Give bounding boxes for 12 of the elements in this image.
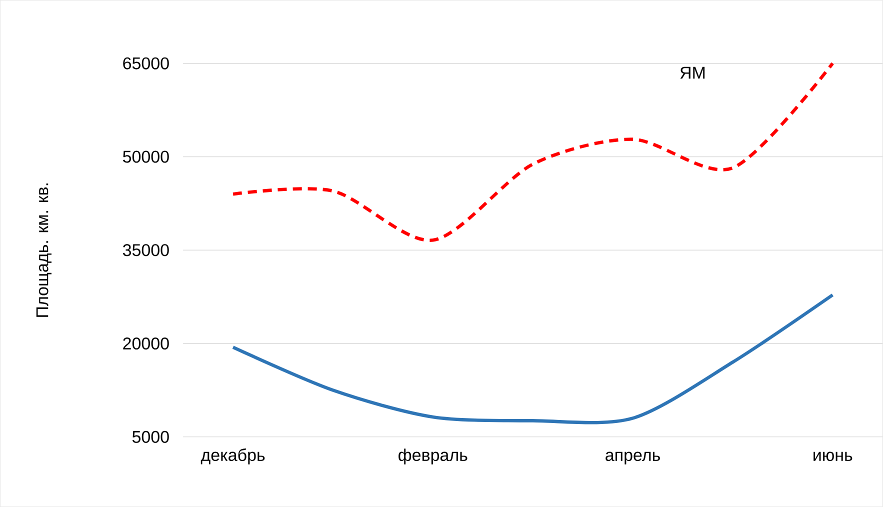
text: ЯМ: [680, 66, 705, 79]
x-tick-label: июнь: [814, 452, 852, 462]
y-axis-title: Площадь. км. кв.: [36, 184, 52, 317]
y-tick-label: 20000: [123, 337, 169, 350]
y-tick-label: 65000: [123, 57, 169, 70]
y-tick-label: 35000: [122, 244, 169, 256]
x-tick-label: февраль: [398, 448, 468, 464]
y-tick-label: 5000: [132, 430, 169, 443]
line-series: [231, 62, 834, 242]
x-tick-label: апрель: [606, 452, 660, 464]
x-tick-label: декабрь: [200, 448, 265, 464]
y-tick-label: 50000: [122, 150, 169, 163]
